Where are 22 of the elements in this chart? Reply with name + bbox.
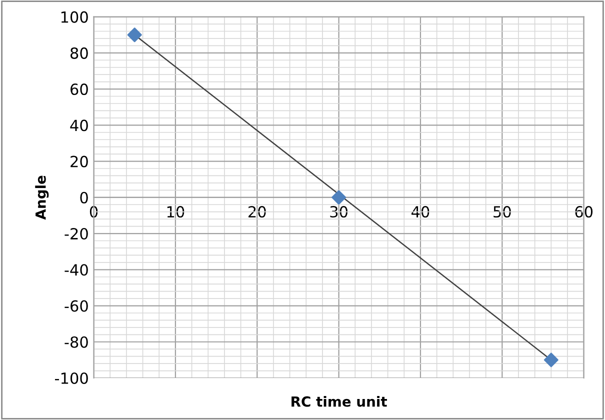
- x-tick-label: 10: [167, 206, 184, 218]
- y-tick-label: 80: [70, 47, 88, 59]
- y-tick-label: -60: [64, 300, 88, 312]
- point: [127, 28, 142, 42]
- y-tick-label: 60: [70, 84, 88, 96]
- point: [544, 352, 558, 368]
- y-tick-label: 40: [70, 120, 88, 132]
- x-tick-label: 50: [494, 206, 511, 218]
- x-tick-label: 40: [412, 206, 430, 218]
- y-tick-label: 100: [61, 11, 88, 23]
- y-tick-label: -20: [64, 228, 88, 240]
- y-tick-label: -80: [64, 336, 88, 348]
- x-tick-label: 20: [248, 206, 266, 218]
- y-tick-label: 0: [80, 192, 88, 204]
- x-tick-label: 30: [330, 206, 348, 218]
- x-axis-title: RC time unit: [292, 396, 387, 407]
- y-tick-label: 20: [70, 156, 88, 168]
- y-axis-title: Angle: [35, 176, 49, 220]
- point: [332, 190, 346, 205]
- y-tick-label: -40: [64, 264, 88, 276]
- y-tick-label: -100: [54, 372, 88, 384]
- x-tick-label: 60: [575, 206, 593, 218]
